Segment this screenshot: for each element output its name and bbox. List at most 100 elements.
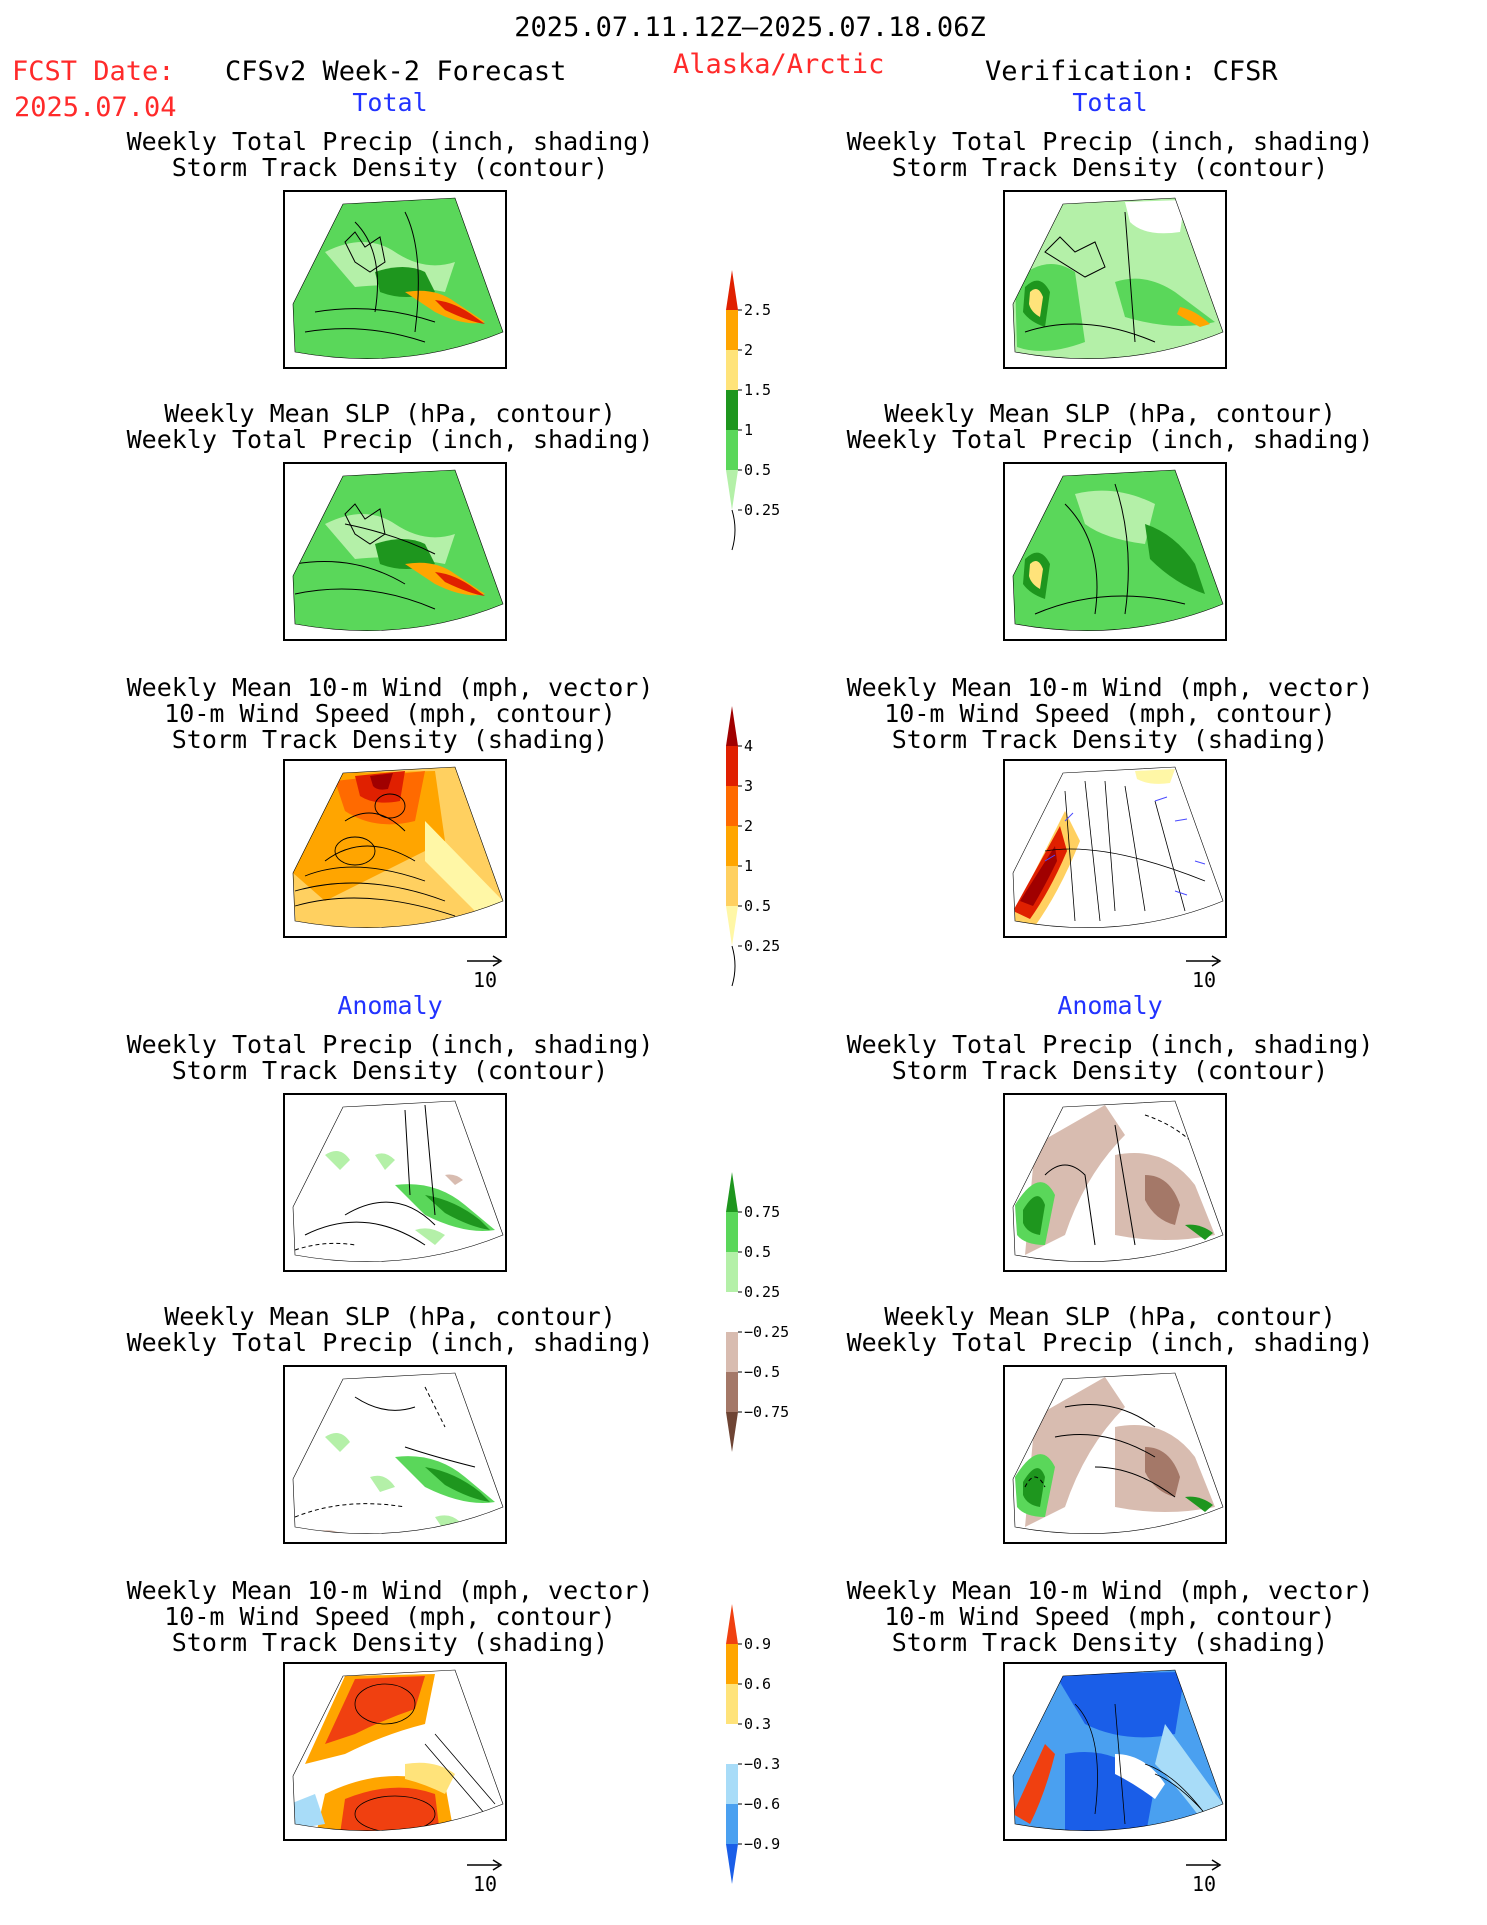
- total-label-right: Total: [1072, 88, 1148, 117]
- colorbar-svg: 2.5 2 1.5 1 0.5 0.25: [726, 270, 780, 551]
- title-l2-line1: Weekly Mean SLP (hPa, contour): [164, 399, 616, 428]
- map-precip-track-forecast-anomaly: [283, 1093, 507, 1272]
- colorbar-tick-label: 0.25: [744, 1283, 780, 1301]
- colorbar-tick-label: 1: [744, 421, 753, 439]
- title-l3-line3: Storm Track Density (shading): [171, 725, 609, 754]
- colorbar-tail: [731, 945, 736, 987]
- title-l2-line2: Weekly Total Precip (inch, shading): [126, 425, 654, 454]
- region-label: Alaska/Arctic: [673, 49, 885, 80]
- title-l6-line1: Weekly Mean 10-m Wind (mph, vector): [126, 1576, 654, 1605]
- colorbar-tick-label: 3: [744, 777, 753, 795]
- title-r4-line1: Weekly Total Precip (inch, shading): [846, 1030, 1374, 1059]
- colorbar-tick-label: 4: [744, 737, 753, 755]
- colorbar-tick-label: −0.75: [744, 1403, 789, 1421]
- vector-ref-total-right: 10: [1174, 952, 1234, 992]
- title-l1-line2: Storm Track Density (contour): [171, 153, 609, 182]
- title-r6-line1: Weekly Mean 10-m Wind (mph, vector): [846, 1576, 1374, 1605]
- title-r5-line2: Weekly Total Precip (inch, shading): [846, 1328, 1374, 1357]
- map-slp-precip-verification-anomaly: [1003, 1365, 1227, 1544]
- colorbar-box: [726, 746, 738, 786]
- title-l4-line2: Storm Track Density (contour): [171, 1056, 609, 1085]
- colorbar-tick-label: 2: [744, 817, 753, 835]
- colorbar-tick-label: 0.25: [744, 501, 780, 519]
- colorbar-tick-label: 0.5: [744, 897, 771, 915]
- title-l3-line1: Weekly Mean 10-m Wind (mph, vector): [126, 673, 654, 702]
- total-label-left: Total: [352, 88, 428, 117]
- title-r3-line3: Storm Track Density (shading): [891, 725, 1329, 754]
- vector-ref-label: 10: [472, 1872, 498, 1896]
- title-r3-line2: 10-m Wind Speed (mph, contour): [884, 699, 1336, 728]
- map-wind-track-verification-total: [1003, 759, 1227, 938]
- colorbar-bottom-triangle: [726, 470, 738, 510]
- colorbar-box: [726, 1372, 738, 1412]
- title-l3-line2: 10-m Wind Speed (mph, contour): [164, 699, 616, 728]
- colorbar-box: [726, 390, 738, 430]
- title-l5-line1: Weekly Mean SLP (hPa, contour): [164, 1302, 616, 1331]
- colorbar-top-triangle: [726, 1172, 738, 1212]
- title-l4-line1: Weekly Total Precip (inch, shading): [126, 1030, 654, 1059]
- colorbar-box: [726, 1724, 738, 1764]
- colorbar-tick-label: −0.3: [744, 1755, 780, 1773]
- map-precip-track-verification-anomaly: [1003, 1093, 1227, 1272]
- colorbar-box: [726, 1292, 738, 1332]
- colorbar-top-triangle: [726, 1604, 738, 1644]
- map-slp-precip-verification-total: [1003, 462, 1227, 641]
- vector-ref-anomaly-right: 10: [1174, 1856, 1234, 1896]
- colorbar-tick-label: −0.5: [744, 1363, 780, 1381]
- colorbar-tick-label: 2.5: [744, 301, 771, 319]
- colorbar-box: [726, 1804, 738, 1844]
- vector-ref-anomaly-left: 10: [455, 1856, 515, 1896]
- title-l5-line2: Weekly Total Precip (inch, shading): [126, 1328, 654, 1357]
- map-precip-track-forecast-total: [283, 190, 507, 369]
- vector-ref-label: 10: [472, 968, 498, 992]
- colorbar-tick-label: −0.25: [744, 1323, 789, 1341]
- title-r6-line3: Storm Track Density (shading): [891, 1628, 1329, 1657]
- colorbar-box: [726, 310, 738, 350]
- colorbar-svg: 0.75 0.5 0.25 −0.25 −0.5 −0.75: [726, 1172, 789, 1452]
- verification-label: Verification: CFSR: [985, 56, 1278, 87]
- map-wind-track-forecast-total: [283, 759, 507, 938]
- colorbar-tick-label: 0.3: [744, 1715, 771, 1733]
- colorbar-box: [726, 350, 738, 390]
- colorbar-tick-label: −0.9: [744, 1835, 780, 1853]
- date-range-title: 2025.07.11.12Z–2025.07.18.06Z: [514, 12, 986, 43]
- colorbar-top-triangle: [726, 706, 738, 746]
- fcst-date-value: 2025.07.04: [14, 92, 177, 123]
- colorbar-box: [726, 430, 738, 470]
- colorbar-svg: 0.9 0.6 0.3 −0.3 −0.6 −0.9: [726, 1604, 780, 1884]
- colorbar-bottom-triangle: [726, 1412, 738, 1452]
- colorbar-tick-label: 0.5: [744, 1243, 771, 1261]
- forecast-model-label: CFSv2 Week-2 Forecast: [225, 56, 567, 87]
- colorbar-storm-track-total: 4 3 2 1 0.5 0.25: [714, 706, 804, 990]
- title-r1-line2: Storm Track Density (contour): [891, 153, 1329, 182]
- colorbar-tick-label: 0.9: [744, 1635, 771, 1653]
- map-wind-track-forecast-anomaly: [283, 1662, 507, 1841]
- fcst-date-label: FCST Date:: [12, 56, 175, 87]
- title-l1-line1: Weekly Total Precip (inch, shading): [126, 127, 654, 156]
- vector-ref-label: 10: [1191, 1872, 1217, 1896]
- title-r6-line2: 10-m Wind Speed (mph, contour): [884, 1602, 1336, 1631]
- title-r1-line1: Weekly Total Precip (inch, shading): [846, 127, 1374, 156]
- map-precip-track-verification-total: [1003, 190, 1227, 369]
- colorbar-svg: 4 3 2 1 0.5 0.25: [726, 706, 780, 987]
- colorbar-tick-label: 0.75: [744, 1203, 780, 1221]
- title-r2-line1: Weekly Mean SLP (hPa, contour): [884, 399, 1336, 428]
- map-slp-precip-forecast-total: [283, 462, 507, 641]
- title-r3-line1: Weekly Mean 10-m Wind (mph, vector): [846, 673, 1374, 702]
- colorbar-tick-label: 0.25: [744, 937, 780, 955]
- colorbar-box: [726, 866, 738, 906]
- colorbar-tick-label: 0.6: [744, 1675, 771, 1693]
- vector-ref-total-left: 10: [455, 952, 515, 992]
- colorbar-tick-label: 0.5: [744, 461, 771, 479]
- colorbar-tail: [731, 509, 736, 551]
- anomaly-label-left: Anomaly: [337, 991, 443, 1020]
- colorbar-box: [726, 1764, 738, 1804]
- title-l6-line3: Storm Track Density (shading): [171, 1628, 609, 1657]
- title-r4-line2: Storm Track Density (contour): [891, 1056, 1329, 1085]
- colorbar-bottom-triangle: [726, 906, 738, 946]
- colorbar-storm-track-anomaly: 0.9 0.6 0.3 −0.3 −0.6 −0.9: [714, 1604, 804, 1888]
- colorbar-precip-anomaly: 0.75 0.5 0.25 −0.25 −0.5 −0.75: [714, 1172, 804, 1456]
- colorbar-box: [726, 1252, 738, 1292]
- colorbar-precip-total: 2.5 2 1.5 1 0.5 0.25: [714, 270, 804, 554]
- anomaly-label-right: Anomaly: [1057, 991, 1163, 1020]
